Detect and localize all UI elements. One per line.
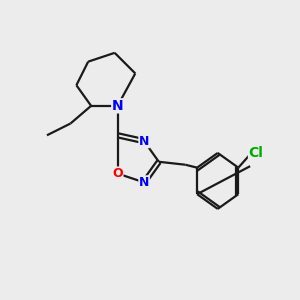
Text: O: O	[112, 167, 123, 180]
Text: Cl: Cl	[249, 146, 263, 160]
Text: N: N	[112, 99, 123, 113]
Text: N: N	[139, 135, 149, 148]
Text: N: N	[139, 176, 149, 189]
